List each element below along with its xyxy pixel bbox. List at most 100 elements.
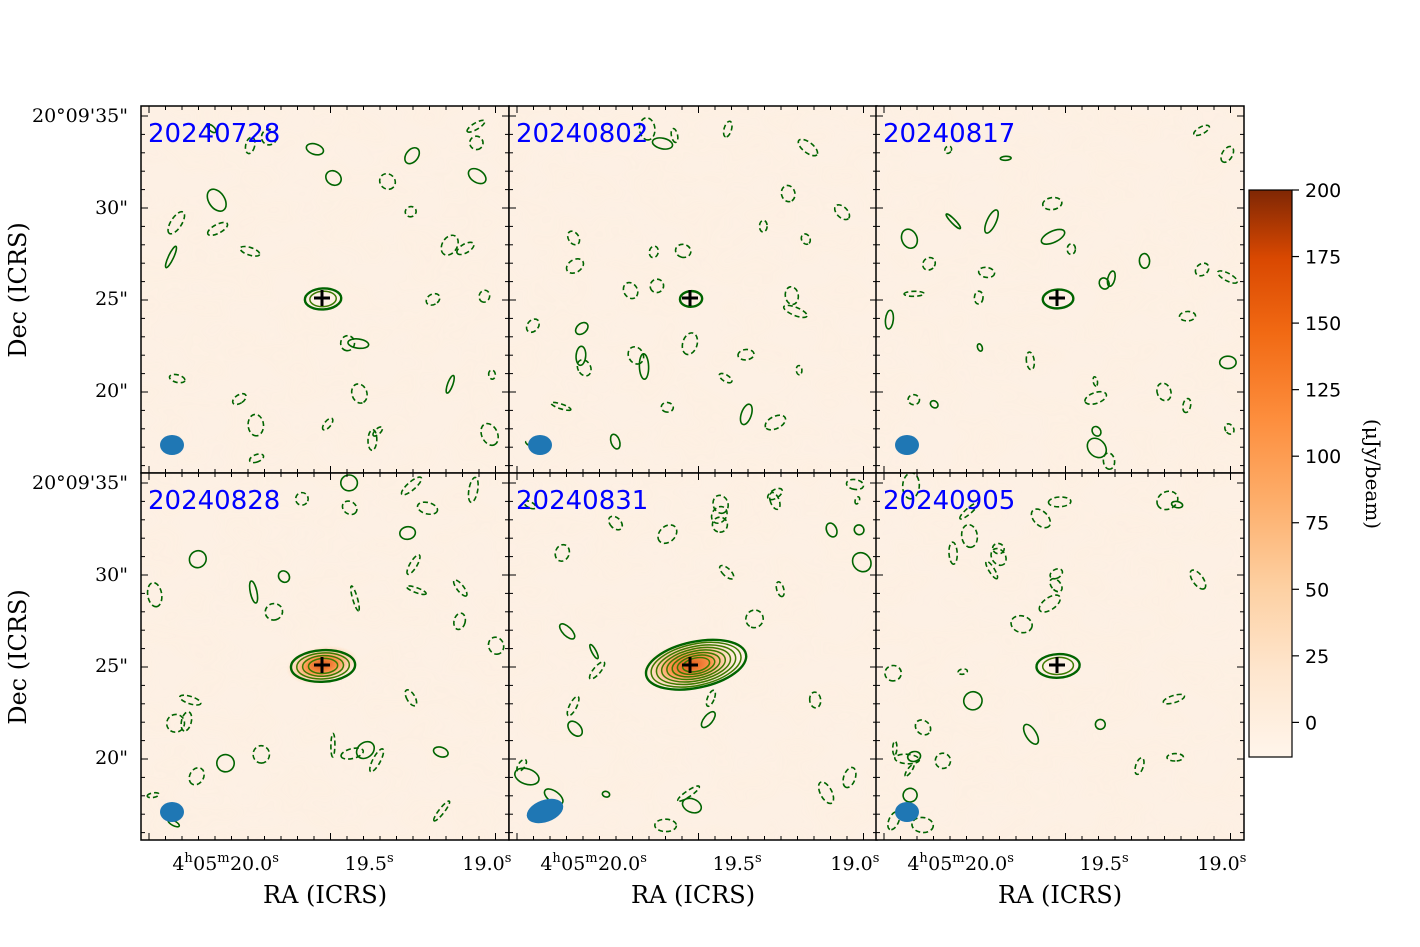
noise-contour	[901, 473, 921, 500]
noise-contour	[884, 664, 903, 682]
y-tick-labels-top: 20°09'35" 30" 25" 20"	[32, 105, 128, 402]
y-tick-label: 25"	[95, 655, 128, 677]
x-tick-labels: 4h 05m 20.0s 19.5s 19.0s 4h 05m 20.0s 19…	[172, 851, 1246, 875]
noise-contour	[487, 636, 505, 655]
noise-contour	[976, 343, 984, 352]
noise-contour	[206, 221, 229, 237]
noise-contour	[977, 266, 996, 279]
noise-contour	[722, 120, 733, 138]
noise-contour	[676, 785, 701, 803]
noise-contour	[188, 549, 207, 569]
map-panel: 20240817	[875, 105, 1245, 474]
noise-contour	[1182, 397, 1192, 414]
noise-contour	[808, 691, 822, 709]
noise-contour	[1038, 594, 1062, 613]
noise-contour	[453, 612, 467, 631]
panel-date-label: 20240828	[148, 486, 280, 516]
noise-contour	[775, 581, 785, 598]
noise-contour	[903, 290, 925, 298]
noise-contour	[589, 643, 599, 660]
noise-contour	[907, 393, 921, 406]
noise-contour	[705, 689, 717, 708]
y-tick-label: 20°09'35"	[32, 472, 128, 494]
x-tick-label: 4h 05m 20.0s	[540, 851, 647, 875]
noise-contour	[1049, 577, 1063, 593]
source-contour	[644, 638, 748, 691]
noise-contour	[962, 690, 983, 711]
noise-contour	[305, 142, 325, 156]
noise-contour	[745, 609, 764, 629]
source-contour	[303, 287, 343, 311]
noise-contour	[681, 797, 703, 814]
noise-contour	[231, 392, 247, 406]
panel-ticks	[876, 473, 1244, 840]
noise-contour	[1194, 262, 1210, 277]
noise-contour	[456, 241, 475, 256]
noise-contour	[825, 522, 838, 538]
noise-contour	[406, 554, 421, 576]
noise-contour	[367, 428, 378, 452]
noise-contour	[405, 585, 427, 596]
noise-contour	[737, 348, 755, 361]
noise-contour	[178, 694, 202, 706]
colorbar-tick-label: 200	[1305, 180, 1341, 202]
noise-contour	[1106, 270, 1116, 288]
x-tick-label: 19.5s	[345, 851, 394, 875]
map-panel: 20240905	[875, 472, 1245, 841]
noise-contour	[784, 285, 800, 306]
noise-contour	[1092, 375, 1099, 387]
noise-contour	[468, 135, 484, 151]
noise-contour	[1040, 228, 1066, 245]
noise-contour	[239, 245, 261, 257]
noise-contour	[341, 500, 358, 516]
source-contour	[650, 641, 742, 688]
noise-contour	[180, 710, 193, 732]
noise-contour	[188, 766, 205, 786]
noise-contour	[554, 543, 571, 562]
beam-ellipse	[160, 802, 184, 822]
noise-contour	[948, 541, 959, 565]
position-marker	[314, 290, 330, 306]
source-contour	[655, 644, 737, 686]
x-tick-label: 4h 05m 20.0s	[172, 851, 279, 875]
noise-contour	[833, 204, 851, 221]
noise-contour	[339, 334, 356, 352]
noise-contour	[478, 289, 491, 303]
noise-contour	[739, 403, 753, 426]
noise-contour	[567, 720, 584, 737]
noise-contour	[648, 245, 660, 259]
noise-contour	[766, 487, 784, 501]
noise-contour	[514, 767, 540, 786]
noise-contour	[1162, 693, 1186, 705]
panel-date-label: 20240728	[148, 119, 280, 149]
noise-contour	[1224, 423, 1235, 435]
noise-contour	[906, 750, 922, 763]
noise-contour	[248, 580, 259, 604]
noise-contour	[404, 205, 417, 218]
y-tick-label: 20°09'35"	[32, 105, 128, 127]
panel-date-label: 20240802	[516, 119, 648, 149]
noise-contour	[1094, 718, 1107, 731]
y-axis-title: Dec (ICRS)	[4, 222, 32, 358]
noise-contour	[711, 516, 729, 534]
noise-contour	[1091, 425, 1102, 437]
noise-contour	[681, 332, 699, 356]
noise-contour	[795, 364, 803, 376]
noise-contour	[399, 525, 417, 541]
source-contour	[666, 649, 727, 681]
source-contour	[289, 648, 357, 684]
noise-contour	[525, 318, 541, 334]
noise-contour	[718, 564, 735, 580]
y-tick-label: 30"	[95, 197, 128, 219]
panel-date-label: 20240817	[883, 119, 1015, 149]
noise-contour	[983, 209, 1000, 234]
colorbar-tick-label: 25	[1305, 646, 1329, 668]
noise-contour	[247, 413, 265, 437]
noise-contour	[146, 581, 163, 608]
noise-contour	[445, 374, 456, 394]
noise-contour	[649, 278, 665, 294]
y-tick-label: 20"	[95, 747, 128, 769]
y-tick-labels-bottom: 20°09'35" 30" 25" 20"	[32, 472, 128, 769]
noise-contour	[340, 747, 365, 760]
